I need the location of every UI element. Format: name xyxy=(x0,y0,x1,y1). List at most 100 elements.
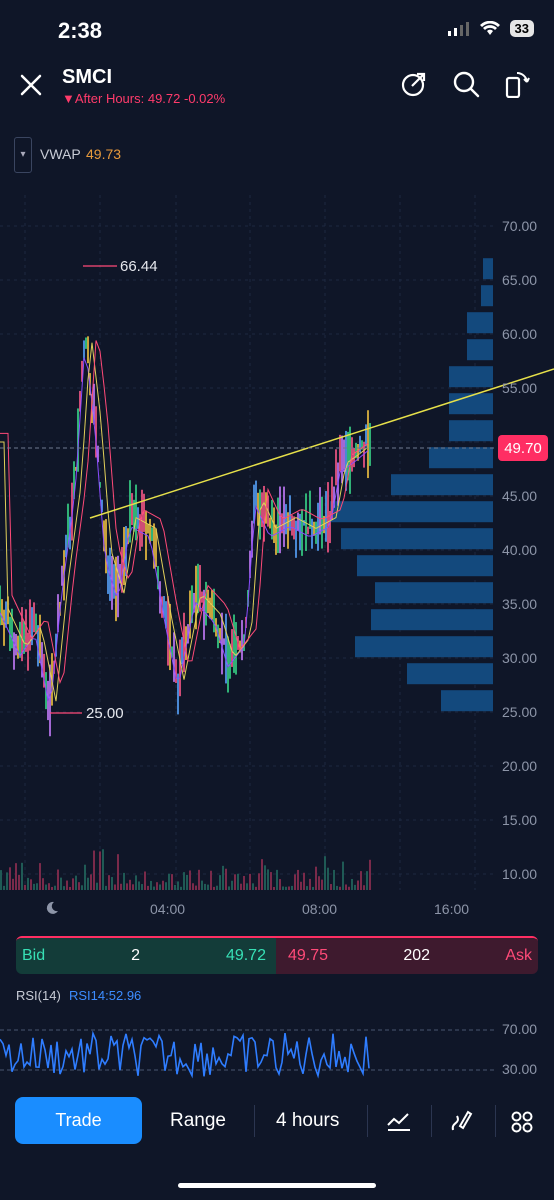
price-chart[interactable] xyxy=(0,195,554,895)
volume-bar xyxy=(174,884,176,890)
volume-bar xyxy=(243,875,245,890)
volume-profile-bar xyxy=(449,366,493,388)
status-time: 2:38 xyxy=(58,18,103,43)
volume-bar xyxy=(15,863,17,890)
volume-bar xyxy=(165,882,167,890)
volume-bar xyxy=(78,882,80,890)
volume-bar xyxy=(54,885,56,890)
volume-bar xyxy=(255,886,257,890)
high-annotation: 66.44 xyxy=(120,258,158,275)
price-axis-label: 25.00 xyxy=(502,704,538,720)
volume-bar xyxy=(30,879,32,890)
volume-bar xyxy=(339,886,341,890)
volume-bar xyxy=(120,883,122,890)
volume-bar xyxy=(117,854,119,890)
volume-bar xyxy=(6,872,8,890)
price-tag: 49.70 xyxy=(498,435,548,461)
price-axis-label: 15.00 xyxy=(502,812,538,828)
volume-profile-bar xyxy=(467,339,493,361)
volume-bar xyxy=(42,878,44,890)
price-axis-label: 40.00 xyxy=(502,542,538,558)
volume-profile-bar xyxy=(467,312,493,334)
volume-bar xyxy=(240,883,242,890)
volume-bar xyxy=(252,883,254,890)
toolbar-divider xyxy=(495,1105,496,1137)
grid-menu-icon[interactable] xyxy=(511,1111,533,1133)
volume-bar xyxy=(63,886,65,890)
indicator-dropdown[interactable]: ▾ xyxy=(14,137,32,173)
share-icon[interactable] xyxy=(400,70,428,98)
rsi-chart[interactable] xyxy=(0,1005,554,1087)
trade-button-label: Trade xyxy=(55,1110,102,1130)
volume-bar xyxy=(315,866,317,890)
volume-profile-bar xyxy=(355,636,493,658)
volume-bar xyxy=(195,885,197,890)
volume-bar xyxy=(351,878,353,890)
volume-profile-bar xyxy=(357,555,493,577)
bid-label: Bid xyxy=(22,947,46,964)
trade-button[interactable]: Trade xyxy=(15,1097,142,1144)
volume-bar xyxy=(357,880,359,890)
volume-bar xyxy=(105,885,107,890)
volume-bar xyxy=(93,850,95,890)
volume-bar xyxy=(90,874,92,890)
volume-bar xyxy=(48,883,50,890)
volume-bar xyxy=(102,849,104,890)
volume-bar xyxy=(81,885,83,890)
volume-bar xyxy=(0,870,2,890)
volume-bar xyxy=(369,859,371,890)
volume-bar xyxy=(111,877,113,890)
volume-profile-bar xyxy=(371,609,493,631)
bid-price: 49.72 xyxy=(225,947,266,964)
volume-bar xyxy=(183,872,185,890)
volume-bar xyxy=(312,886,314,890)
rsi-label: RSI(14) xyxy=(16,988,61,1003)
ticker-symbol: SMCI xyxy=(62,66,112,88)
rotate-screen-icon[interactable] xyxy=(503,70,531,98)
volume-bar xyxy=(318,876,320,890)
volume-bar xyxy=(222,865,224,890)
ask-size: 202 xyxy=(403,947,431,964)
price-axis-label: 20.00 xyxy=(502,758,538,774)
range-button[interactable]: Range xyxy=(170,1110,226,1131)
moving-average-line xyxy=(0,357,369,702)
volume-bar xyxy=(39,863,41,890)
close-icon[interactable] xyxy=(18,72,44,98)
volume-bar xyxy=(273,886,275,890)
volume-bar xyxy=(126,883,128,890)
volume-bar xyxy=(96,882,98,890)
volume-bar xyxy=(366,871,368,890)
volume-bar xyxy=(51,886,53,890)
volume-bar xyxy=(303,872,305,890)
draw-icon[interactable] xyxy=(449,1108,473,1134)
volume-bar xyxy=(3,885,5,890)
ask-section[interactable]: 49.75 202 Ask xyxy=(276,938,538,974)
volume-profile-bar xyxy=(429,447,493,469)
volume-bar xyxy=(189,870,191,890)
volume-profile-bar xyxy=(481,285,493,307)
status-icons: 33 xyxy=(447,20,534,37)
volume-bar xyxy=(21,862,23,890)
price-axis-label: 70.00 xyxy=(502,218,538,234)
volume-bar xyxy=(99,851,101,890)
volume-bar xyxy=(285,886,287,890)
bid-section[interactable]: Bid 2 49.72 xyxy=(16,938,276,974)
volume-bar xyxy=(288,886,290,890)
volume-bar xyxy=(45,884,47,890)
interval-button[interactable]: 4 hours xyxy=(276,1110,340,1131)
volume-bar xyxy=(294,874,296,890)
trend-line[interactable] xyxy=(89,368,554,519)
volume-bar xyxy=(225,868,227,890)
indicator-value: 49.73 xyxy=(86,146,122,162)
volume-bar xyxy=(354,884,356,890)
volume-bar xyxy=(300,881,302,890)
volume-bar xyxy=(207,884,209,890)
volume-bar xyxy=(324,856,326,890)
search-icon[interactable] xyxy=(452,70,480,98)
indicators-icon[interactable] xyxy=(386,1110,412,1132)
volume-bar xyxy=(267,869,269,890)
volume-bar xyxy=(276,869,278,890)
bid-ask-bar[interactable]: Bid 2 49.72 49.75 202 Ask xyxy=(16,936,538,974)
volume-bar xyxy=(330,884,332,890)
volume-bar xyxy=(363,885,365,890)
